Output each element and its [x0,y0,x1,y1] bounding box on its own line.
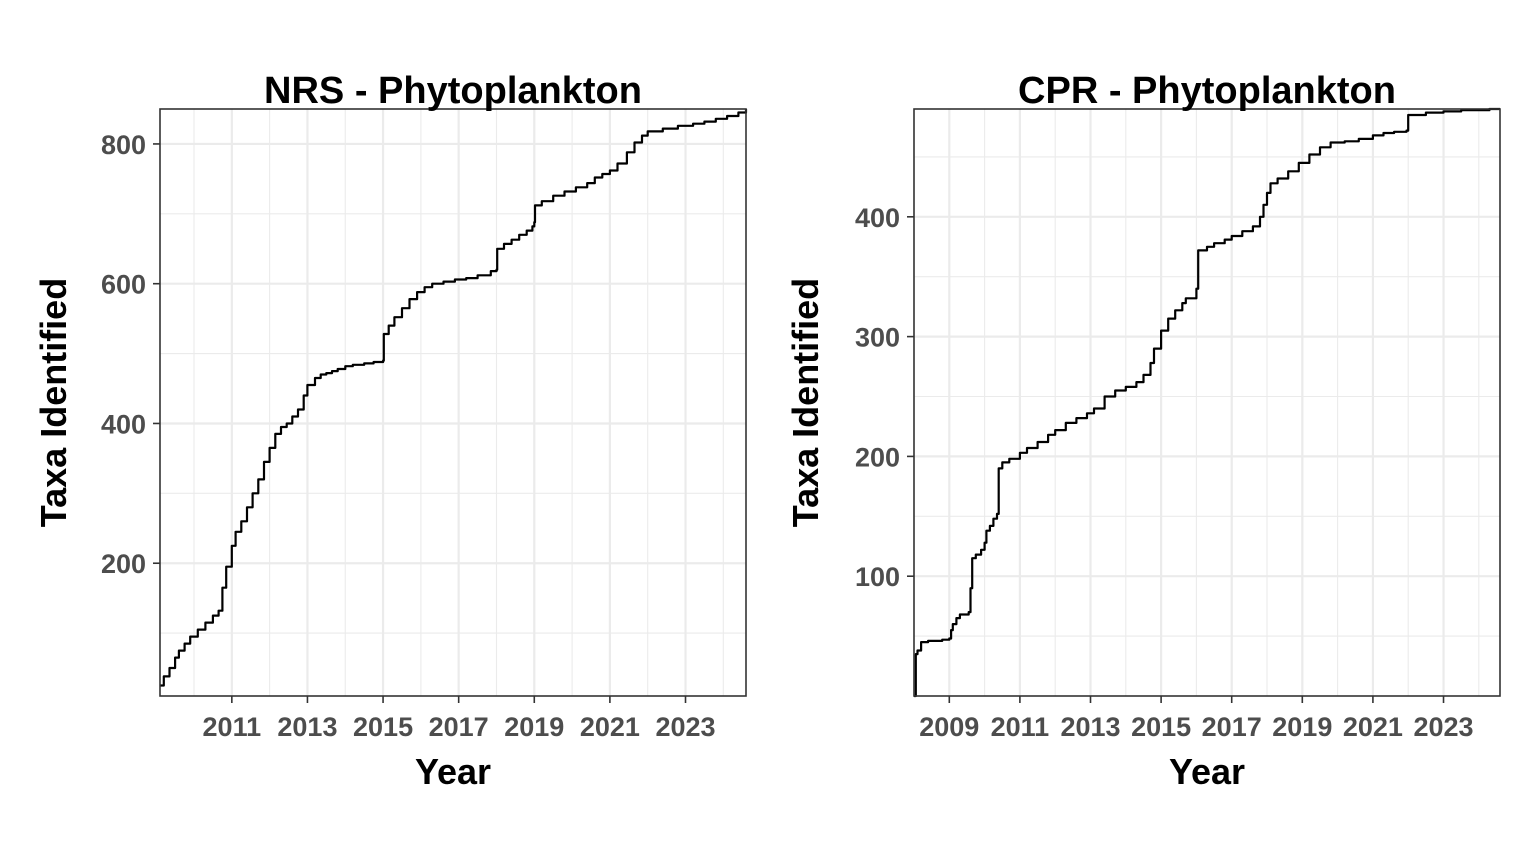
x-tick-label: 2019 [504,712,564,742]
panel-border [159,108,747,697]
panel-2: 2009 2011 2013 2015 2017 2019 2021 2023 100 200 30… [785,70,1501,792]
panel-1: 2011 2013 2015 2017 2019 2021 2023 200 400 600 800… [33,70,748,792]
x-tick-label: 2013 [277,712,337,742]
x-tick-label: 2011 [991,712,1050,742]
y-tick-label: 300 [855,323,900,353]
chart-title: NRS - Phytoplankton [264,70,642,112]
x-tick-label: 2017 [429,712,489,742]
x-tick-label: 2023 [655,712,715,742]
x-tick-label: 2021 [1343,712,1403,742]
y-tick-label: 100 [855,562,900,592]
y-axis-title: Taxa Identified [785,278,826,527]
x-tick-label: 2021 [580,712,640,742]
y-tick-label: 400 [101,409,146,439]
y-tick-label: 400 [855,203,900,233]
series-line [914,107,1500,698]
y-tick-label: 600 [101,270,146,300]
x-tick-label: 2013 [1060,712,1120,742]
y-tick-label: 200 [101,549,146,579]
x-axis-title: Year [1169,751,1245,792]
x-tick-label: 2019 [1272,712,1332,742]
x-axis-title: Year [415,751,491,792]
x-tick-label: 2017 [1202,712,1262,742]
x-tick-label: 2015 [353,712,413,742]
chart-title: CPR - Phytoplankton [1018,70,1396,112]
x-tick-label: 2011 [203,712,262,742]
x-tick-label: 2015 [1131,712,1191,742]
panel-border [913,108,1501,697]
y-tick-label: 200 [855,442,900,472]
y-axis-title: Taxa Identified [33,278,74,527]
series-line [160,109,748,687]
x-tick-label: 2023 [1413,712,1473,742]
x-tick-label: 2009 [919,712,979,742]
y-tick-label: 800 [101,130,146,160]
